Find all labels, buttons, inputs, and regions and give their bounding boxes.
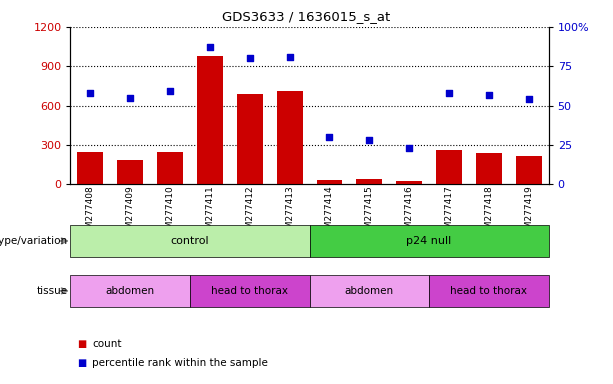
- Text: GDS3633 / 1636015_s_at: GDS3633 / 1636015_s_at: [223, 10, 390, 23]
- Point: [405, 145, 414, 151]
- Text: genotype/variation: genotype/variation: [0, 236, 67, 246]
- Bar: [436, 150, 462, 184]
- Point: [524, 96, 533, 103]
- Point: [205, 44, 215, 50]
- Bar: [516, 156, 542, 184]
- Point: [284, 54, 294, 60]
- Text: abdomen: abdomen: [345, 286, 394, 296]
- Text: p24 null: p24 null: [406, 236, 452, 246]
- Point: [86, 90, 96, 96]
- Text: abdomen: abdomen: [105, 286, 155, 296]
- Bar: [157, 152, 183, 184]
- Point: [245, 55, 255, 61]
- Bar: [476, 153, 502, 184]
- Point: [125, 95, 135, 101]
- Point: [364, 137, 374, 143]
- Text: percentile rank within the sample: percentile rank within the sample: [92, 358, 268, 368]
- Bar: [77, 152, 104, 184]
- Point: [484, 91, 494, 98]
- Text: head to thorax: head to thorax: [451, 286, 527, 296]
- Text: control: control: [170, 236, 210, 246]
- Point: [444, 90, 454, 96]
- Text: tissue: tissue: [36, 286, 67, 296]
- Text: ■: ■: [77, 339, 86, 349]
- Bar: [237, 94, 263, 184]
- Point: [325, 134, 335, 140]
- Point: [166, 88, 175, 94]
- Bar: [117, 160, 143, 184]
- Bar: [197, 56, 223, 184]
- Bar: [356, 179, 383, 184]
- Bar: [396, 181, 422, 184]
- Text: head to thorax: head to thorax: [211, 286, 288, 296]
- Bar: [276, 91, 303, 184]
- Text: ■: ■: [77, 358, 86, 368]
- Text: count: count: [92, 339, 121, 349]
- Bar: [316, 180, 343, 184]
